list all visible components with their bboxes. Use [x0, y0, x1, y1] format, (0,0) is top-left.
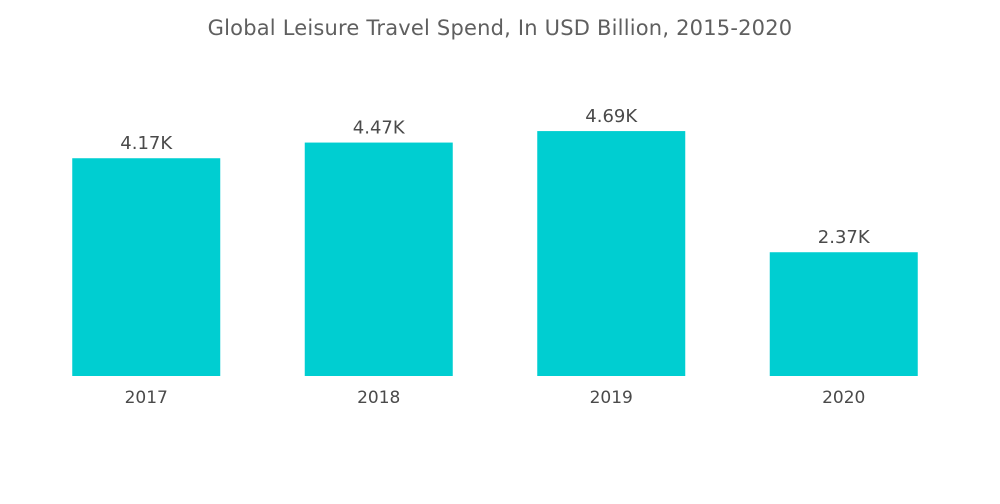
data-label-2019: 4.69K: [585, 106, 638, 127]
x-tick-label-2019: 2019: [590, 388, 633, 408]
x-tick-label-2020: 2020: [822, 388, 865, 408]
x-tick-label-2017: 2017: [125, 388, 168, 408]
x-tick-label-2018: 2018: [357, 388, 400, 408]
data-label-2018: 4.47K: [353, 118, 406, 139]
bar-2019: [537, 131, 686, 376]
bar-2017: [72, 158, 221, 376]
data-label-2017: 4.17K: [120, 133, 173, 154]
bar-2018: [304, 142, 453, 376]
data-label-2020: 2.37K: [818, 227, 871, 248]
chart-title: Global Leisure Travel Spend, In USD Bill…: [207, 16, 793, 40]
bar-2020: [769, 252, 918, 376]
